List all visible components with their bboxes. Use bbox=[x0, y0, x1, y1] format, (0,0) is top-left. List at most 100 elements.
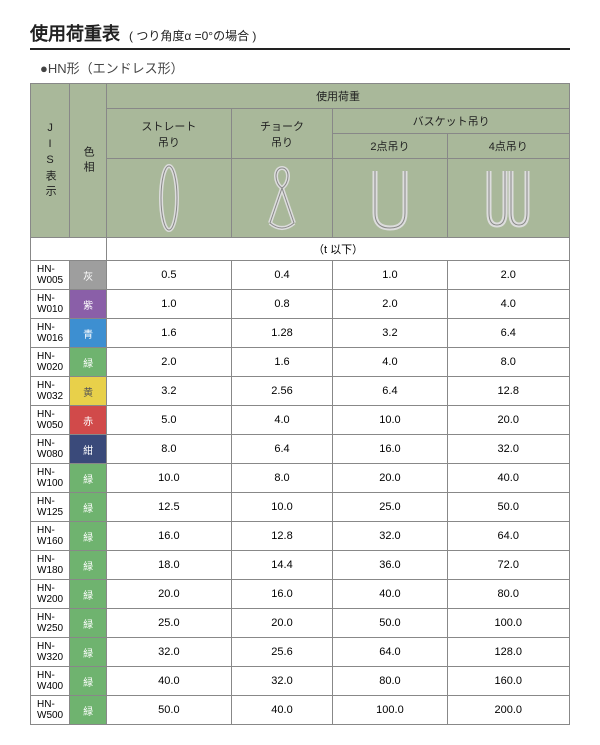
straight-icon bbox=[107, 159, 232, 238]
value-cell: 18.0 bbox=[107, 551, 232, 580]
choke-icon bbox=[231, 159, 333, 238]
color-cell: 青 bbox=[70, 319, 107, 348]
value-cell: 50.0 bbox=[333, 609, 447, 638]
value-cell: 12.8 bbox=[231, 522, 333, 551]
color-cell: 紺 bbox=[70, 435, 107, 464]
table-row: HN-W010紫1.00.82.04.0 bbox=[31, 290, 570, 319]
value-cell: 6.4 bbox=[447, 319, 569, 348]
value-cell: 36.0 bbox=[333, 551, 447, 580]
jis-cell: HN-W016 bbox=[31, 319, 70, 348]
value-cell: 50.0 bbox=[447, 493, 569, 522]
jis-cell: HN-W080 bbox=[31, 435, 70, 464]
value-cell: 3.2 bbox=[333, 319, 447, 348]
unit-label: （t 以下） bbox=[107, 238, 570, 261]
table-row: HN-W250緑25.020.050.0100.0 bbox=[31, 609, 570, 638]
value-cell: 200.0 bbox=[447, 696, 569, 725]
value-cell: 2.0 bbox=[333, 290, 447, 319]
value-cell: 20.0 bbox=[447, 406, 569, 435]
color-cell: 黄 bbox=[70, 377, 107, 406]
color-cell: 緑 bbox=[70, 580, 107, 609]
value-cell: 16.0 bbox=[231, 580, 333, 609]
color-cell: 緑 bbox=[70, 609, 107, 638]
jis-cell: HN-W500 bbox=[31, 696, 70, 725]
value-cell: 10.0 bbox=[107, 464, 232, 493]
col-jis: JIS表示 bbox=[31, 84, 70, 238]
value-cell: 1.28 bbox=[231, 319, 333, 348]
color-cell: 赤 bbox=[70, 406, 107, 435]
jis-cell: HN-W250 bbox=[31, 609, 70, 638]
value-cell: 80.0 bbox=[333, 667, 447, 696]
load-table: JIS表示 色相 使用荷重 ストレート 吊り チョーク 吊り バスケット吊り 2… bbox=[30, 83, 570, 725]
basket-2pt-icon bbox=[333, 159, 447, 238]
value-cell: 1.0 bbox=[333, 261, 447, 290]
jis-cell: HN-W320 bbox=[31, 638, 70, 667]
jis-cell: HN-W032 bbox=[31, 377, 70, 406]
value-cell: 40.0 bbox=[447, 464, 569, 493]
value-cell: 0.8 bbox=[231, 290, 333, 319]
col-2pt: 2点吊り bbox=[333, 134, 447, 159]
value-cell: 10.0 bbox=[231, 493, 333, 522]
value-cell: 5.0 bbox=[107, 406, 232, 435]
table-row: HN-W500緑50.040.0100.0200.0 bbox=[31, 696, 570, 725]
value-cell: 100.0 bbox=[447, 609, 569, 638]
color-cell: 緑 bbox=[70, 638, 107, 667]
table-row: HN-W320緑32.025.664.0128.0 bbox=[31, 638, 570, 667]
value-cell: 64.0 bbox=[447, 522, 569, 551]
value-cell: 12.5 bbox=[107, 493, 232, 522]
table-row: HN-W016青1.61.283.26.4 bbox=[31, 319, 570, 348]
value-cell: 1.6 bbox=[231, 348, 333, 377]
value-cell: 40.0 bbox=[107, 667, 232, 696]
value-cell: 40.0 bbox=[231, 696, 333, 725]
jis-cell: HN-W200 bbox=[31, 580, 70, 609]
value-cell: 4.0 bbox=[333, 348, 447, 377]
value-cell: 25.6 bbox=[231, 638, 333, 667]
page-title: 使用荷重表 ( つり角度α =0°の場合 ) bbox=[30, 20, 570, 50]
value-cell: 10.0 bbox=[333, 406, 447, 435]
col-choke: チョーク 吊り bbox=[231, 109, 333, 159]
table-row: HN-W400緑40.032.080.0160.0 bbox=[31, 667, 570, 696]
table-row: HN-W050赤5.04.010.020.0 bbox=[31, 406, 570, 435]
title-main: 使用荷重表 bbox=[30, 24, 120, 44]
value-cell: 50.0 bbox=[107, 696, 232, 725]
color-cell: 緑 bbox=[70, 696, 107, 725]
col-straight: ストレート 吊り bbox=[107, 109, 232, 159]
table-row: HN-W180緑18.014.436.072.0 bbox=[31, 551, 570, 580]
value-cell: 72.0 bbox=[447, 551, 569, 580]
value-cell: 16.0 bbox=[107, 522, 232, 551]
value-cell: 100.0 bbox=[333, 696, 447, 725]
jis-cell: HN-W050 bbox=[31, 406, 70, 435]
table-body: HN-W005灰0.50.41.02.0HN-W010紫1.00.82.04.0… bbox=[31, 261, 570, 725]
table-row: HN-W020緑2.01.64.08.0 bbox=[31, 348, 570, 377]
value-cell: 2.0 bbox=[107, 348, 232, 377]
value-cell: 1.6 bbox=[107, 319, 232, 348]
title-sub: ( つり角度α =0°の場合 ) bbox=[129, 29, 256, 43]
jis-cell: HN-W400 bbox=[31, 667, 70, 696]
color-cell: 緑 bbox=[70, 493, 107, 522]
value-cell: 12.8 bbox=[447, 377, 569, 406]
value-cell: 32.0 bbox=[447, 435, 569, 464]
value-cell: 16.0 bbox=[333, 435, 447, 464]
table-row: HN-W005灰0.50.41.02.0 bbox=[31, 261, 570, 290]
value-cell: 6.4 bbox=[333, 377, 447, 406]
color-cell: 緑 bbox=[70, 551, 107, 580]
table-row: HN-W100緑10.08.020.040.0 bbox=[31, 464, 570, 493]
value-cell: 64.0 bbox=[333, 638, 447, 667]
value-cell: 40.0 bbox=[333, 580, 447, 609]
table-row: HN-W125緑12.510.025.050.0 bbox=[31, 493, 570, 522]
color-cell: 緑 bbox=[70, 522, 107, 551]
value-cell: 32.0 bbox=[333, 522, 447, 551]
value-cell: 2.0 bbox=[447, 261, 569, 290]
table-row: HN-W032黄3.22.566.412.8 bbox=[31, 377, 570, 406]
value-cell: 20.0 bbox=[333, 464, 447, 493]
subtitle: ●HN形（エンドレス形） bbox=[40, 58, 570, 77]
value-cell: 25.0 bbox=[107, 609, 232, 638]
value-cell: 8.0 bbox=[231, 464, 333, 493]
table-row: HN-W200緑20.016.040.080.0 bbox=[31, 580, 570, 609]
color-cell: 緑 bbox=[70, 464, 107, 493]
value-cell: 128.0 bbox=[447, 638, 569, 667]
jis-cell: HN-W180 bbox=[31, 551, 70, 580]
value-cell: 8.0 bbox=[107, 435, 232, 464]
value-cell: 4.0 bbox=[231, 406, 333, 435]
color-cell: 緑 bbox=[70, 348, 107, 377]
col-4pt: 4点吊り bbox=[447, 134, 569, 159]
